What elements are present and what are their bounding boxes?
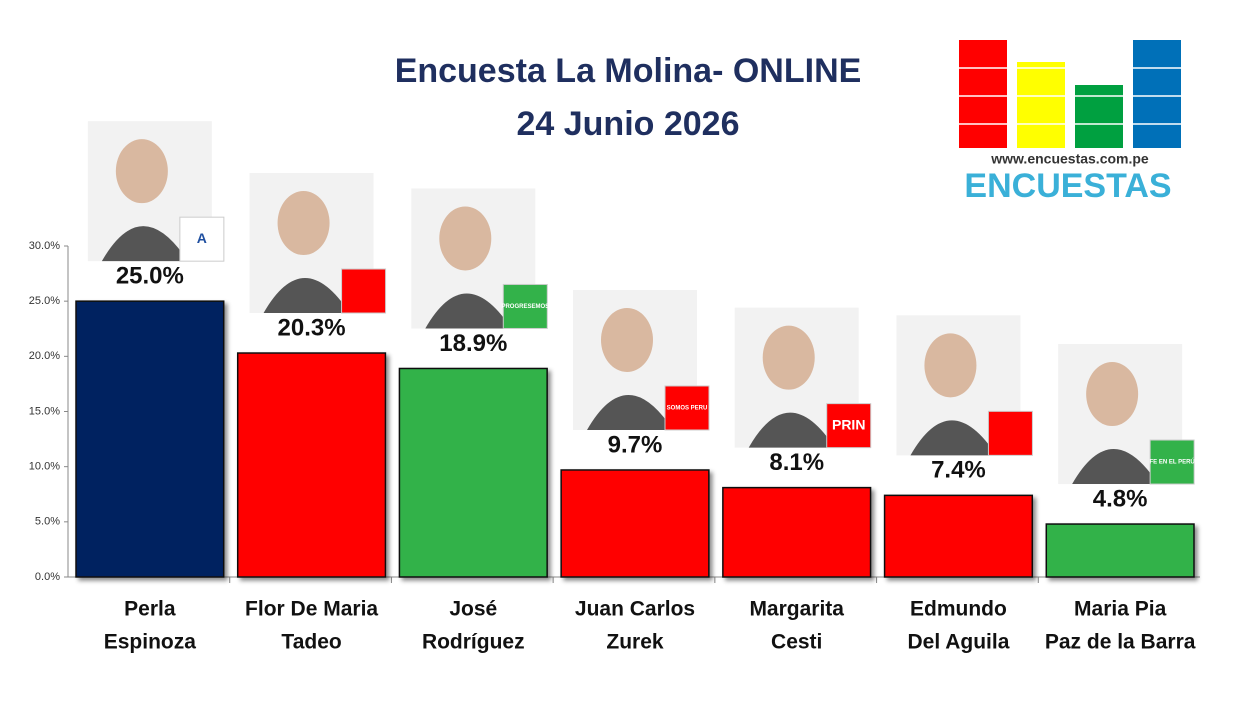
value-label: 18.9%	[439, 330, 507, 357]
x-tick-label: José	[449, 598, 497, 621]
photo-body	[263, 278, 350, 314]
y-tick-label: 10.0%	[29, 461, 60, 473]
x-tick-label: Perla	[124, 598, 176, 621]
bar	[722, 486, 872, 578]
chart-title: Encuesta La Molina- ONLINE	[395, 52, 862, 90]
photo-head	[277, 191, 330, 256]
value-label: 7.4%	[931, 457, 986, 484]
value-label: 9.7%	[608, 431, 663, 458]
y-tick-label: 0.0%	[35, 571, 60, 583]
party-logo	[341, 268, 387, 314]
candidate-photo: FE EN EL PERÚ	[1058, 344, 1195, 485]
party-logo	[1149, 439, 1195, 485]
bar	[398, 367, 548, 578]
bar	[883, 494, 1034, 578]
x-tick-label: Flor De Maria	[245, 598, 378, 621]
y-tick-label: 25.0%	[29, 295, 60, 307]
photo-body	[748, 412, 835, 448]
photo-head	[601, 307, 653, 372]
value-label: 25.0%	[116, 263, 184, 290]
candidate-photo: PRIN	[734, 307, 872, 449]
y-tick-label: 15.0%	[29, 405, 60, 417]
photo-body	[587, 394, 673, 430]
photo-head	[439, 206, 492, 271]
x-tick-label: Cesti	[771, 631, 822, 654]
party-logo	[987, 410, 1033, 456]
photo-body	[910, 420, 997, 456]
candidate-photo: SOMOS PERU	[573, 289, 710, 431]
party-logo	[826, 403, 872, 449]
candidate-photo: A	[87, 121, 225, 262]
candidate-photo	[249, 173, 387, 314]
y-tick-label: 20.0%	[29, 350, 60, 362]
candidate-photo: PROGRESEMOS	[411, 188, 549, 329]
photo-body	[101, 226, 188, 262]
brand-url: www.encuestas.com.pe	[990, 151, 1149, 167]
party-logo	[664, 385, 710, 431]
x-tick-label: Tadeo	[281, 631, 341, 654]
brand-name: ENCUESTAS	[964, 167, 1171, 205]
x-tick-label: Rodríguez	[422, 631, 525, 654]
photo-body	[425, 293, 512, 329]
photo-body	[1072, 449, 1159, 485]
photo-head	[115, 139, 168, 204]
bar	[1045, 523, 1195, 578]
party-logo	[179, 216, 225, 262]
y-tick-label: 5.0%	[35, 516, 60, 528]
value-label: 4.8%	[1093, 485, 1148, 512]
x-tick-label: Margarita	[749, 598, 844, 621]
bar	[75, 300, 225, 578]
value-label: 20.3%	[278, 314, 346, 341]
party-logo-text: FE EN EL PERÚ	[1150, 459, 1195, 466]
bar	[236, 352, 387, 578]
party-logo-text: PROGRESEMOS	[501, 304, 549, 310]
x-tick-label: Paz de la Barra	[1045, 631, 1196, 654]
x-tick-label: Juan Carlos	[575, 598, 695, 621]
x-tick-label: Del Aguila	[907, 631, 1009, 654]
bar	[560, 469, 710, 578]
y-tick-label: 30.0%	[29, 240, 60, 252]
photo-head	[762, 325, 815, 390]
x-tick-label: Maria Pia	[1074, 598, 1167, 621]
brand-logo: www.encuestas.com.pe ENCUESTAS	[959, 40, 1181, 205]
party-logo-text: SOMOS PERU	[667, 406, 708, 412]
photo-head	[1086, 362, 1139, 427]
chart-subtitle: 24 Junio 2026	[516, 105, 739, 143]
x-tick-label: Espinoza	[104, 631, 197, 654]
party-logo-text: PRIN	[832, 416, 865, 432]
candidate-photo	[896, 315, 1033, 456]
value-label: 8.1%	[769, 449, 824, 476]
x-tick-label: Zurek	[606, 631, 664, 654]
party-logo-text: A	[197, 230, 207, 246]
photo-head	[924, 333, 977, 398]
party-logo	[502, 283, 548, 329]
x-tick-label: Edmundo	[910, 598, 1007, 621]
